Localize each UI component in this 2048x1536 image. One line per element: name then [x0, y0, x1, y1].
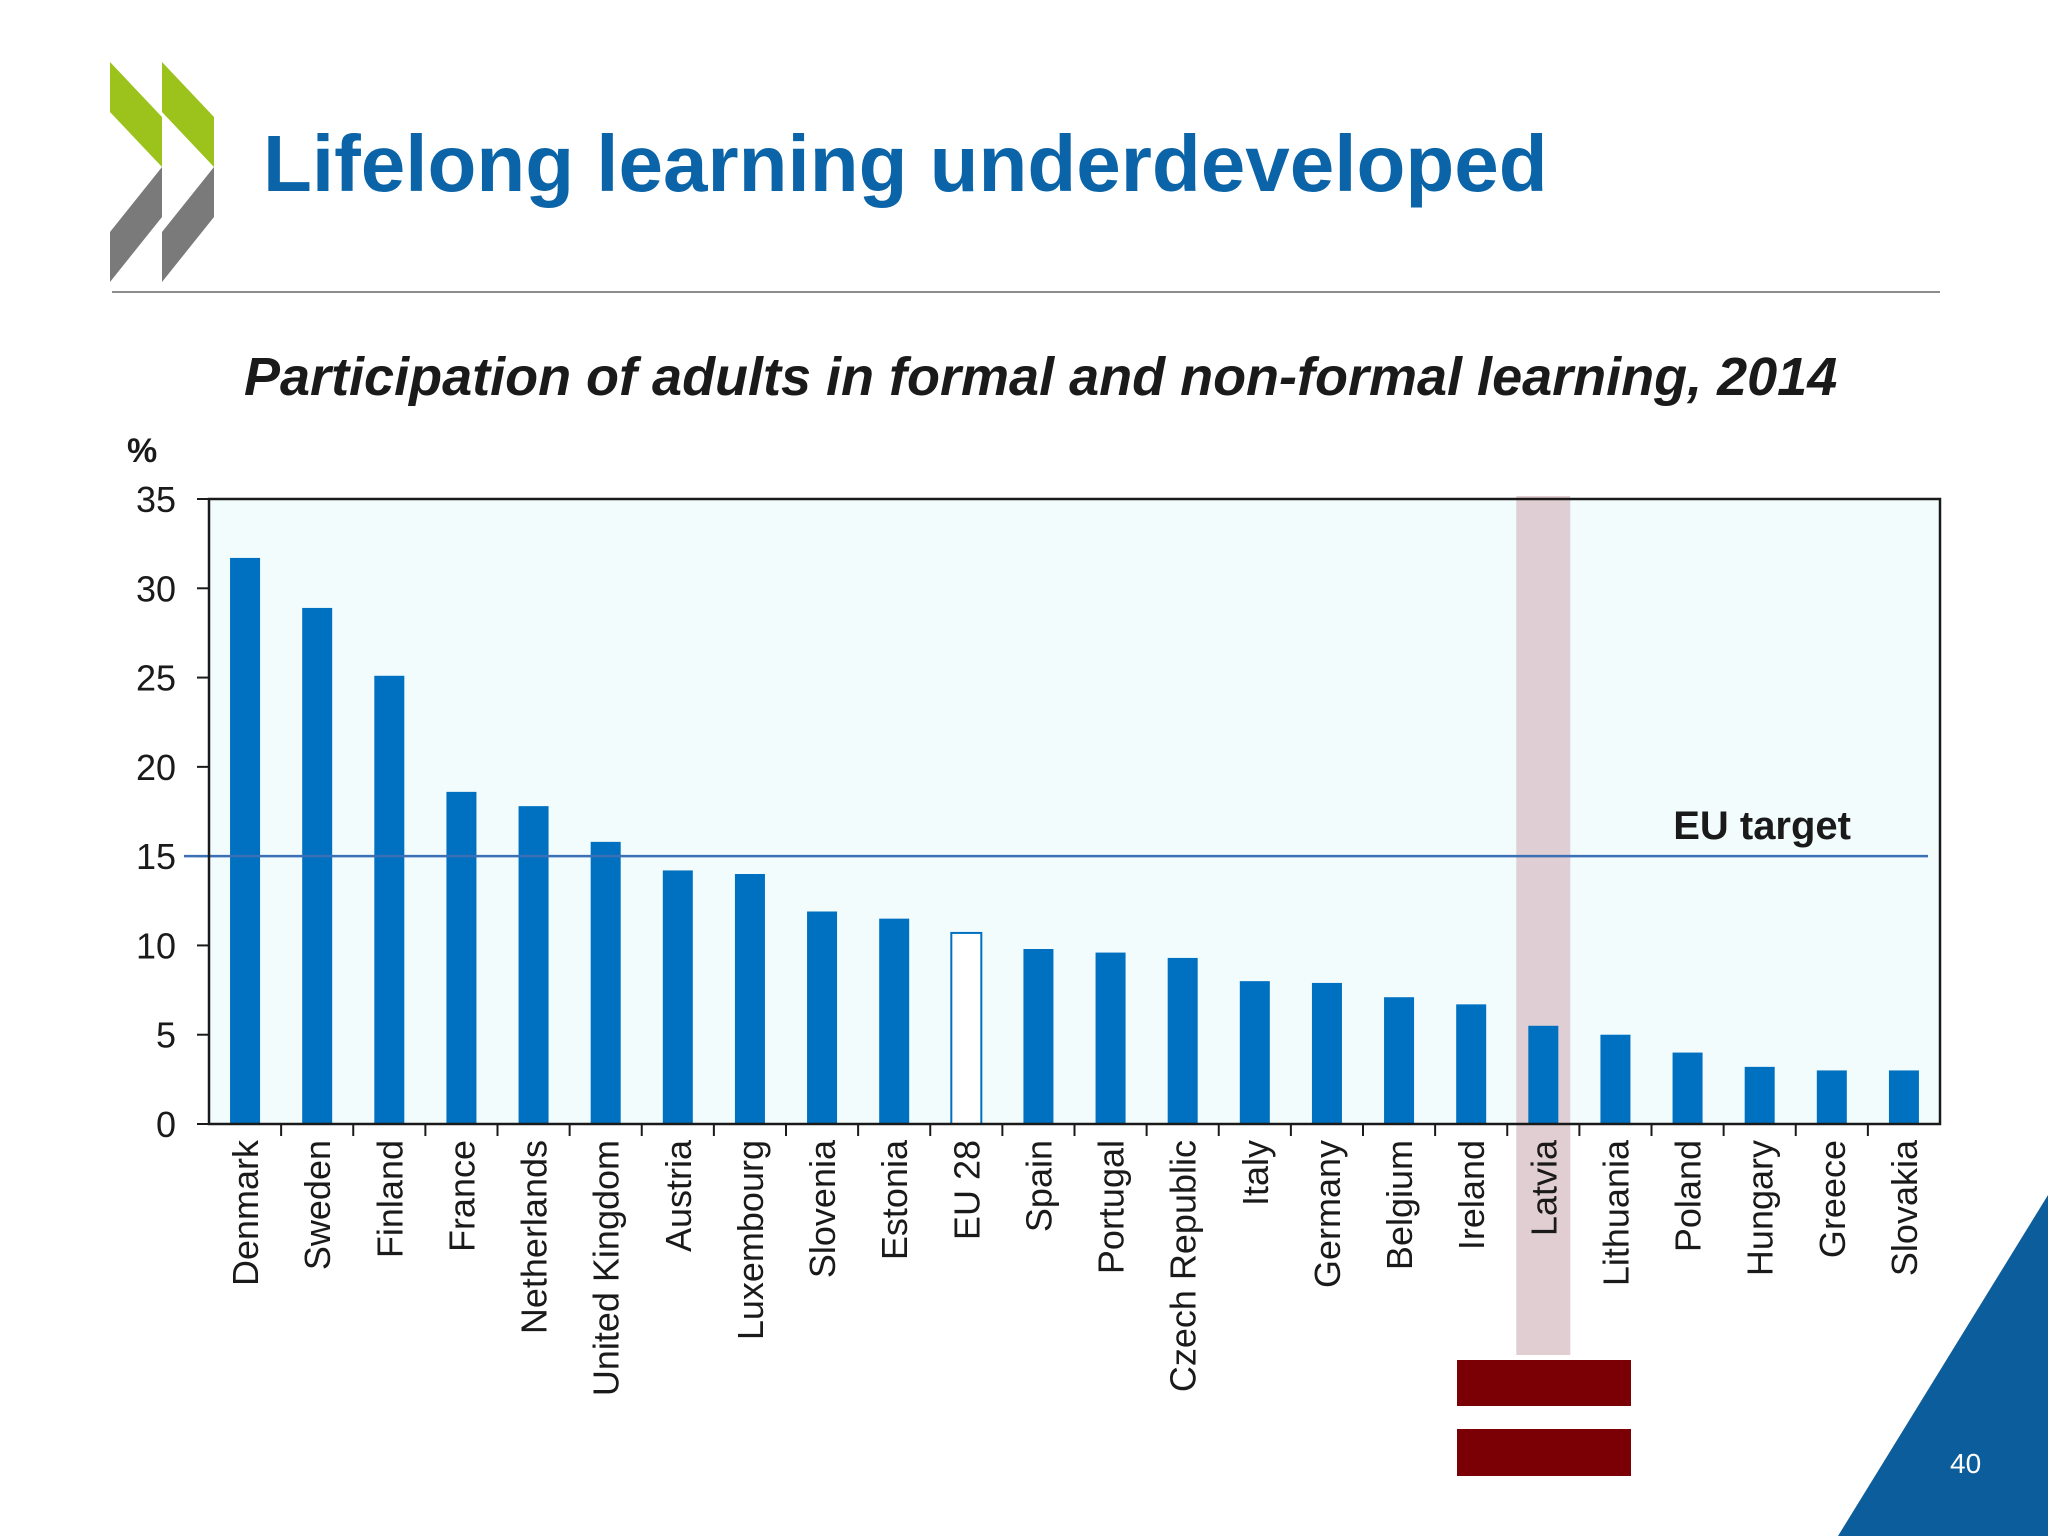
bar-sweden: [302, 607, 333, 1124]
bar-united-kingdom: [590, 841, 621, 1124]
logo-chevron-grey-left: [110, 167, 162, 282]
bar-portugal: [1095, 952, 1126, 1124]
x-label-greece: Greece: [1812, 1140, 1853, 1258]
y-tick-label: 30: [136, 568, 176, 609]
bar-eu-28: [950, 931, 983, 1126]
bar-greece: [1816, 1070, 1847, 1124]
x-label-hungary: Hungary: [1740, 1140, 1781, 1276]
bar-netherlands: [518, 806, 549, 1124]
latvia-flag-icon: [1457, 1360, 1631, 1476]
highlight-band-latvia: [1516, 496, 1571, 1355]
x-label-belgium: Belgium: [1379, 1140, 1420, 1270]
y-tick-label: 35: [136, 479, 176, 520]
x-label-netherlands: Netherlands: [514, 1140, 555, 1334]
y-axis-unit-label: %: [127, 432, 157, 470]
x-label-luxembourg: Luxembourg: [730, 1140, 771, 1340]
bar-czech-republic: [1167, 957, 1198, 1124]
x-label-latvia: Latvia: [1523, 1139, 1564, 1236]
bar-lithuania: [1600, 1034, 1631, 1124]
x-label-poland: Poland: [1668, 1140, 1709, 1252]
x-label-estonia: Estonia: [874, 1139, 915, 1260]
logo-chevron-green-left: [110, 62, 162, 167]
bar-spain: [1023, 949, 1054, 1124]
chart-title: Participation of adults in formal and no…: [244, 347, 1838, 407]
bar-slovakia: [1888, 1070, 1919, 1124]
x-label-united-kingdom: United Kingdom: [586, 1140, 627, 1396]
oecd-logo: [110, 62, 214, 282]
logo-chevron-green-right: [162, 62, 214, 167]
x-label-lithuania: Lithuania: [1595, 1139, 1636, 1286]
bar-slovenia: [807, 911, 838, 1124]
y-tick-label: 10: [136, 925, 176, 966]
bar-denmark: [230, 557, 261, 1124]
y-tick-label: 0: [156, 1104, 176, 1145]
x-label-austria: Austria: [658, 1139, 699, 1252]
bar-estonia: [879, 918, 910, 1124]
logo-chevron-grey-right: [162, 167, 214, 282]
bar-ireland: [1456, 1004, 1487, 1124]
y-tick-label: 25: [136, 658, 176, 699]
bar-poland: [1672, 1052, 1703, 1124]
x-label-denmark: Denmark: [225, 1139, 266, 1286]
bar-latvia: [1528, 1025, 1559, 1124]
x-label-portugal: Portugal: [1091, 1140, 1132, 1274]
bar-finland: [374, 675, 405, 1124]
bar-france: [446, 791, 477, 1124]
y-tick-label: 20: [136, 747, 176, 788]
bar-hungary: [1744, 1066, 1775, 1124]
y-tick-label: 15: [136, 836, 176, 877]
x-label-france: France: [441, 1140, 482, 1252]
eu-target-label: EU target: [1673, 804, 1851, 848]
x-label-slovakia: Slovakia: [1884, 1139, 1925, 1276]
y-tick-label: 5: [156, 1015, 176, 1056]
x-label-slovenia: Slovenia: [802, 1139, 843, 1278]
title-divider: [112, 291, 1940, 293]
x-label-czech-republic: Czech Republic: [1163, 1140, 1204, 1392]
x-label-italy: Italy: [1235, 1140, 1276, 1206]
bar-germany: [1311, 982, 1342, 1124]
bar-austria: [662, 870, 693, 1124]
x-label-spain: Spain: [1018, 1140, 1059, 1232]
x-label-germany: Germany: [1307, 1140, 1348, 1288]
plot-area: [209, 499, 1940, 1124]
bar-italy: [1239, 981, 1270, 1124]
slide-title: Lifelong learning underdeveloped: [263, 119, 1548, 208]
x-label-ireland: Ireland: [1451, 1140, 1492, 1250]
x-label-sweden: Sweden: [297, 1140, 338, 1270]
page-number: 40: [1950, 1448, 1982, 1479]
x-label-eu-28: EU 28: [946, 1140, 987, 1240]
bar-luxembourg: [734, 874, 765, 1124]
bar-belgium: [1384, 997, 1415, 1124]
x-label-finland: Finland: [369, 1140, 410, 1258]
